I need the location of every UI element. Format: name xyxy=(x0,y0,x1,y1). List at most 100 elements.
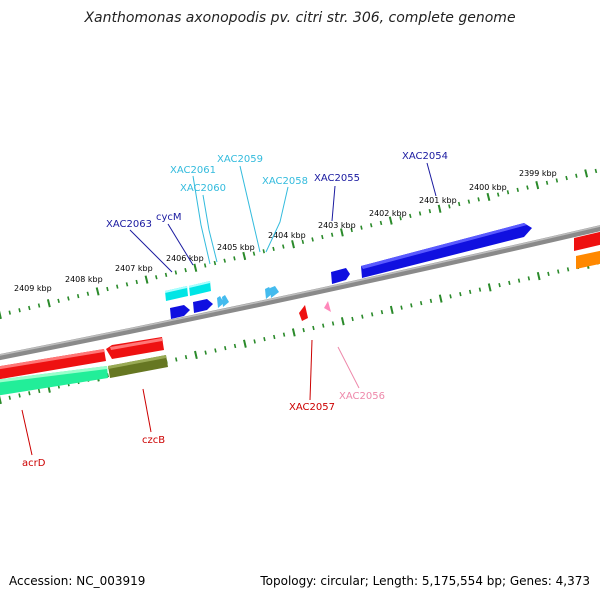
gene-label-group: XAC2054 XAC2055 XAC2058 XAC2059 XAC2060 … xyxy=(22,151,448,469)
gene-label-xac2057[interactable]: XAC2057 xyxy=(289,402,335,413)
lower-ruler-minor-tick xyxy=(547,271,550,276)
gene-arrow-xac2060[interactable] xyxy=(222,295,229,307)
lower-ruler-minor-tick xyxy=(459,292,462,297)
gene-label-xac2058[interactable]: XAC2058 xyxy=(262,176,308,187)
accession-text: Accession: NC_003919 xyxy=(9,574,146,588)
upper-ruler-major-tick xyxy=(46,299,51,308)
callout-line-xac2060 xyxy=(202,194,218,263)
upper-ruler-minor-tick xyxy=(116,284,119,289)
gene-label-xac2061[interactable]: XAC2061 xyxy=(170,165,216,176)
gene-label-xac2060[interactable]: XAC2060 xyxy=(180,183,226,194)
gene-arrow-xac2054[interactable] xyxy=(361,223,532,278)
gene-label-xac2055[interactable]: XAC2055 xyxy=(314,173,360,184)
upper-ruler-minor-tick xyxy=(155,275,158,280)
lower-ruler-minor-tick xyxy=(468,289,472,294)
lower-ruler-minor-tick xyxy=(8,395,11,400)
callout-line-acrd xyxy=(21,409,33,456)
upper-ruler-minor-tick xyxy=(330,232,334,237)
upper-ruler-major-tick xyxy=(95,287,100,296)
lower-ruler-minor-tick xyxy=(419,301,423,306)
gene-arrow-xac2062-shade xyxy=(189,281,210,288)
gene-arrow-xac2055[interactable] xyxy=(331,268,350,284)
gene-label-xac2054[interactable]: XAC2054 xyxy=(402,151,448,162)
lower-ruler-major-tick xyxy=(438,294,443,303)
lower-ruler-minor-tick xyxy=(302,328,305,333)
callout-line-czcb xyxy=(142,388,152,433)
lower-ruler-major-tick xyxy=(0,395,2,405)
gene-arrow-acrd-red[interactable] xyxy=(0,349,106,380)
kbp-label-2405: 2405 kbp xyxy=(217,243,255,252)
lower-ruler-minor-tick xyxy=(204,350,207,355)
lower-ruler-minor-tick xyxy=(37,388,41,394)
gene-arrow-xac2057[interactable] xyxy=(299,305,308,321)
upper-ruler-major-tick xyxy=(291,240,295,249)
gene-arrow-xac2058[interactable] xyxy=(270,286,279,298)
gene-arrow-xac2063[interactable] xyxy=(170,305,190,319)
kbp-label-2407: 2407 kbp xyxy=(115,264,153,273)
lower-ruler-minor-tick xyxy=(557,269,560,274)
lower-ruler-major-tick xyxy=(243,339,247,348)
gene-arrow-xac2054-shade xyxy=(361,223,527,269)
upper-ruler-minor-tick xyxy=(18,308,21,313)
upper-ruler-major-tick xyxy=(388,216,393,225)
lower-ruler-major-tick xyxy=(389,305,394,315)
genome-backbone xyxy=(0,225,600,361)
gene-arrow-czcb-shade xyxy=(108,355,166,369)
upper-ruler-minor-tick xyxy=(301,239,305,244)
gene-arrow-czcb-red-shade xyxy=(110,338,162,350)
gene-arrow-xac2056[interactable] xyxy=(324,301,331,312)
gene-label-czcb[interactable]: czcB xyxy=(142,435,165,446)
callout-line-xac2057 xyxy=(309,339,313,401)
lower-ruler-minor-tick xyxy=(429,298,433,303)
gene-arrow-czcb[interactable] xyxy=(108,355,168,378)
upper-ruler-minor-tick xyxy=(448,204,451,209)
gene-label-cycm[interactable]: cycM xyxy=(156,212,182,223)
callout-line-xac2063 xyxy=(129,229,173,273)
kbp-label-2409: 2409 kbp xyxy=(14,284,52,293)
upper-ruler-major-tick xyxy=(242,251,247,261)
gene-arrow-acrd[interactable] xyxy=(0,366,108,396)
upper-ruler-minor-tick xyxy=(350,227,353,233)
gene-label-acrd[interactable]: acrD xyxy=(22,458,46,469)
gene-arrow-xac2061[interactable] xyxy=(217,296,224,308)
callout-line-xac2054 xyxy=(426,162,437,197)
lower-ruler-minor-tick xyxy=(361,314,364,319)
lower-ruler-minor-tick xyxy=(478,287,482,292)
upper-ruler-minor-tick xyxy=(311,237,314,242)
upper-ruler-minor-tick xyxy=(565,175,568,181)
upper-ruler-minor-tick xyxy=(379,220,383,226)
lower-ruler-minor-tick xyxy=(498,283,501,288)
callout-line-xac2058 xyxy=(265,186,289,253)
gene-label-xac2059[interactable]: XAC2059 xyxy=(217,154,263,165)
gene-arrow-edge-orange[interactable] xyxy=(576,250,600,269)
upper-ruler-major-tick xyxy=(144,275,149,284)
upper-ruler-minor-tick xyxy=(418,211,422,216)
upper-ruler-minor-tick xyxy=(203,263,207,268)
upper-ruler-minor-tick xyxy=(594,168,598,174)
gene-label-xac2056[interactable]: XAC2056 xyxy=(339,391,385,402)
upper-ruler-minor-tick xyxy=(496,192,500,197)
lower-ruler-minor-tick xyxy=(263,337,266,342)
upper-ruler-minor-tick xyxy=(399,216,402,221)
lower-ruler-major-tick xyxy=(487,283,492,292)
lower-ruler-minor-tick xyxy=(175,357,178,362)
gene-callout-lines xyxy=(21,162,437,456)
upper-ruler-minor-tick xyxy=(164,272,168,277)
upper-ruler-minor-tick xyxy=(223,258,226,263)
gene-label-xac2063[interactable]: XAC2063 xyxy=(106,219,152,230)
lower-ruler-minor-tick xyxy=(380,310,384,315)
gene-arrow-edge-red[interactable] xyxy=(574,231,600,251)
lower-ruler-minor-tick xyxy=(331,321,335,326)
gene-arrow-xac2059[interactable] xyxy=(265,287,273,299)
upper-ruler-minor-tick xyxy=(184,268,187,273)
upper-ruler-minor-tick xyxy=(135,279,138,285)
upper-ruler-minor-tick xyxy=(369,223,373,228)
upper-ruler-major-tick xyxy=(486,192,491,202)
upper-ruler-minor-tick xyxy=(282,244,285,249)
gene-arrow-xac2063b[interactable] xyxy=(193,299,213,313)
lower-ruler-minor-tick xyxy=(322,323,325,328)
upper-ruler-minor-tick xyxy=(516,187,519,192)
lower-ruler-major-tick xyxy=(291,328,296,337)
lower-ruler-minor-tick xyxy=(410,303,413,308)
upper-ruler-minor-tick xyxy=(37,303,41,308)
